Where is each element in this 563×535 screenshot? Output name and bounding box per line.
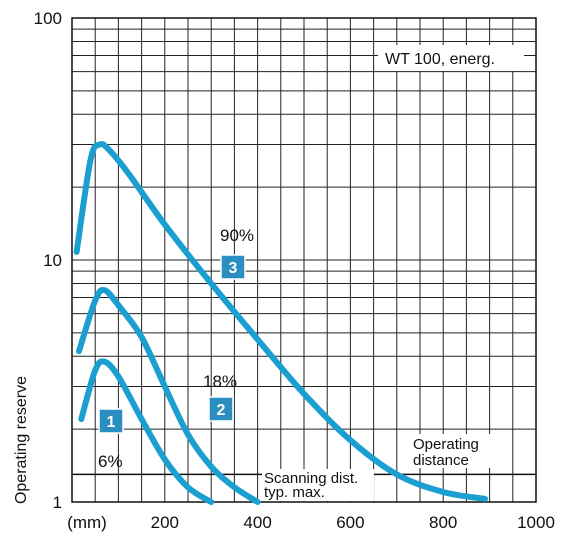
curves xyxy=(73,141,488,505)
chart-title-box: WT 100, energ. xyxy=(378,45,524,71)
grid xyxy=(71,17,537,503)
series-1-curve xyxy=(78,358,215,505)
scanning-label-line1: Scanning dist. xyxy=(264,470,358,487)
plot-frame xyxy=(71,17,537,503)
series-1-percent: 6% xyxy=(98,452,123,471)
series-1-label: 1 6% xyxy=(98,408,124,471)
x-axis-unit-label: (mm) xyxy=(67,513,107,532)
x-tick-label: 400 xyxy=(243,513,271,532)
x-tick-label: 200 xyxy=(151,513,179,532)
series-3-percent: 90% xyxy=(220,226,254,245)
x-tick-label: 800 xyxy=(429,513,457,532)
y-axis-label: Operating reserve xyxy=(13,376,30,504)
scanning-label-line2: typ. max. xyxy=(264,484,325,501)
series-3-label: 90% 3 xyxy=(220,226,254,280)
series-2-percent: 18% xyxy=(203,372,237,391)
scanning-distance-label: Scanning dist. typ. max. xyxy=(262,469,374,501)
y-tick-label: 1 xyxy=(53,493,62,512)
series-2-label: 18% 2 xyxy=(203,372,237,422)
tick-labels: 200 400 600 800 1000 1 10 100 xyxy=(34,9,555,532)
y-tick-label: 100 xyxy=(34,9,62,28)
operating-distance-label: Operating distance xyxy=(408,434,494,469)
chart-title: WT 100, energ. xyxy=(385,51,495,68)
series-3-badge: 3 xyxy=(229,260,238,277)
y-tick-label: 10 xyxy=(43,251,62,270)
operating-label-line2: distance xyxy=(413,452,469,469)
operating-label-line1: Operating xyxy=(413,436,479,453)
series-2-curve xyxy=(76,287,261,505)
x-tick-label: 1000 xyxy=(517,513,555,532)
series-3-curve xyxy=(73,141,488,502)
x-tick-label: 600 xyxy=(336,513,364,532)
series-1-badge: 1 xyxy=(107,414,116,431)
series-2-badge: 2 xyxy=(217,402,226,419)
